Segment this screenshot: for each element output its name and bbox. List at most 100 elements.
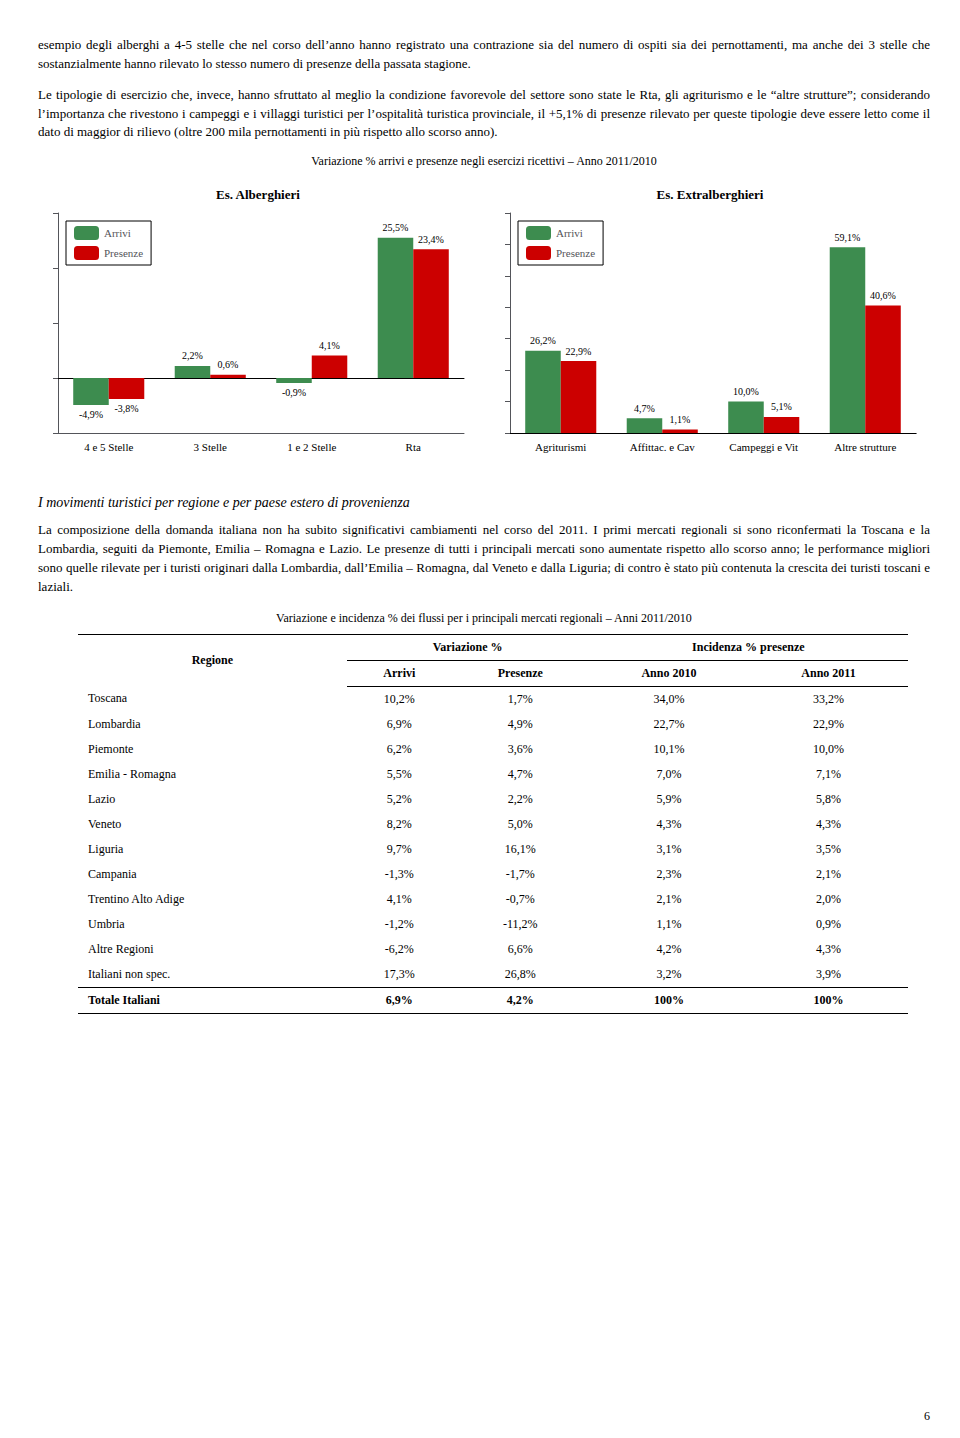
svg-text:-0,9%: -0,9% [282, 388, 306, 399]
html-text:Variazione %: Variazione % [432, 639, 503, 654]
html-text:Trentino Alto Adige: Trentino Alto Adige [88, 891, 185, 906]
html-text:Umbria: Umbria [88, 916, 125, 931]
html-text:10,0%: 10,0% [813, 741, 844, 756]
svg-text:Es. Alberghieri: Es. Alberghieri [216, 187, 300, 202]
html-text:16,1%: 16,1% [504, 841, 536, 856]
svg-text:2,2%: 2,2% [182, 351, 203, 362]
html-text:17,3%: 17,3% [383, 966, 415, 981]
html-text:10,2%: 10,2% [383, 691, 415, 706]
html-text:9,7%: 9,7% [386, 841, 412, 856]
html-text:Le tipologie di esercizio che,: Le tipologie di esercizio che, invece, h… [38, 86, 930, 140]
svg-text:25,5%: 25,5% [383, 222, 409, 233]
svg-text:10,0%: 10,0% [733, 386, 759, 397]
html-text:-1,2%: -1,2% [384, 916, 414, 931]
html-text:0,9%: 0,9% [816, 916, 841, 931]
html-text:3,1%: 3,1% [656, 841, 682, 856]
html-text:Variazione e incidenza % dei f: Variazione e incidenza % dei flussi per … [276, 610, 692, 625]
svg-text:4,1%: 4,1% [319, 340, 340, 351]
html-text:22,9%: 22,9% [813, 716, 844, 731]
html-text:Lazio: Lazio [88, 791, 116, 806]
svg-text:3 Stelle: 3 Stelle [194, 441, 227, 453]
html-text:Anno 2011: Anno 2011 [801, 665, 856, 680]
html-text:La composizione della domanda: La composizione della domanda italiana n… [38, 522, 930, 594]
html-text:Toscana: Toscana [88, 691, 128, 706]
svg-text:-3,8%: -3,8% [114, 404, 138, 415]
svg-text:1,1%: 1,1% [670, 414, 691, 425]
html-text:3,6%: 3,6% [507, 741, 533, 756]
html-text:2,1%: 2,1% [816, 866, 841, 881]
html-text:Emilia - Romagna: Emilia - Romagna [88, 766, 176, 781]
html-text:1,1%: 1,1% [656, 916, 682, 931]
html-text:Campania: Campania [88, 866, 137, 881]
html-text:Arrivi: Arrivi [383, 665, 416, 680]
svg-text:23,4%: 23,4% [418, 234, 444, 245]
svg-text:5,1%: 5,1% [771, 402, 792, 413]
html-text:4,1%: 4,1% [386, 891, 412, 906]
html-text:-1,7%: -1,7% [505, 866, 535, 881]
html-text:1,7%: 1,7% [507, 691, 533, 706]
svg-text:Presenze: Presenze [556, 247, 595, 259]
html-text:6,9%: 6,9% [386, 716, 412, 731]
html-text:22,7%: 22,7% [653, 716, 685, 731]
svg-text:22,9%: 22,9% [566, 346, 592, 357]
html-text:5,0%: 5,0% [507, 816, 533, 831]
html-text:2,3%: 2,3% [656, 866, 682, 881]
svg-text:26,2%: 26,2% [530, 335, 556, 346]
svg-text:40,6%: 40,6% [870, 290, 896, 301]
html-text:-0,7%: -0,7% [505, 891, 535, 906]
html-text:6,2%: 6,2% [386, 741, 412, 756]
html-text:4,7%: 4,7% [507, 766, 533, 781]
html-text:Incidenza % presenze: Incidenza % presenze [692, 639, 805, 654]
svg-text:Arrivi: Arrivi [556, 227, 583, 239]
html-text:4,3%: 4,3% [656, 816, 682, 831]
html-text:5,9%: 5,9% [656, 791, 682, 806]
html-text:-1,3%: -1,3% [384, 866, 414, 881]
html-text:2,0%: 2,0% [816, 891, 841, 906]
html-text:4,3%: 4,3% [816, 816, 841, 831]
svg-text:0,6%: 0,6% [218, 359, 239, 370]
html-text:7,1%: 7,1% [816, 766, 841, 781]
html-text:Veneto: Veneto [88, 816, 122, 831]
html-text:10,1%: 10,1% [653, 741, 685, 756]
svg-text:4,7%: 4,7% [634, 403, 655, 414]
svg-text:4 e 5 Stelle: 4 e 5 Stelle [84, 441, 133, 453]
html-text:Lombardia: Lombardia [88, 716, 141, 731]
svg-text:59,1%: 59,1% [835, 232, 861, 243]
html-text:5,5%: 5,5% [386, 766, 412, 781]
svg-text:Agriturismi: Agriturismi [535, 441, 586, 453]
svg-text:Arrivi: Arrivi [104, 227, 131, 239]
html-text:esempio degli alberghi a 4-5 s: esempio degli alberghi a 4-5 stelle che … [38, 37, 930, 71]
html-text:-6,2%: -6,2% [384, 941, 414, 956]
html-text:Anno 2010: Anno 2010 [641, 665, 697, 680]
html-text:Regione: Regione [191, 652, 233, 667]
html-text:Altre Regioni: Altre Regioni [88, 941, 154, 956]
html-text:4,3%: 4,3% [816, 941, 841, 956]
html-text:4,2%: 4,2% [656, 941, 682, 956]
svg-text:1 e 2 Stelle: 1 e 2 Stelle [287, 441, 336, 453]
html-text:8,2%: 8,2% [386, 816, 412, 831]
svg-text:Campeggi e Vit: Campeggi e Vit [729, 441, 798, 453]
svg-text:Rta: Rta [406, 441, 421, 453]
html-text:Italiani non spec.: Italiani non spec. [88, 966, 171, 981]
html-text:5,8%: 5,8% [816, 791, 841, 806]
html-text:3,5%: 3,5% [816, 841, 841, 856]
svg-text:Affittac. e Cav: Affittac. e Cav [630, 441, 695, 453]
html-text:5,2%: 5,2% [386, 791, 412, 806]
html-text:Piemonte: Piemonte [88, 741, 134, 756]
html-text:33,2%: 33,2% [813, 691, 844, 706]
html-text:I movimenti turistici per regi: I movimenti turistici per regione e per … [38, 495, 410, 511]
svg-text:-4,9%: -4,9% [79, 410, 103, 421]
html-text:4,9%: 4,9% [507, 716, 533, 731]
html-text:Presenze: Presenze [497, 665, 543, 680]
html-text:34,0%: 34,0% [653, 691, 685, 706]
html-text:6,6%: 6,6% [507, 941, 533, 956]
html-text:7,0%: 7,0% [656, 766, 682, 781]
html-text:2,1%: 2,1% [656, 891, 682, 906]
svg-text:Es. Extralberghieri: Es. Extralberghieri [657, 187, 764, 202]
svg-text:Presenze: Presenze [104, 247, 143, 259]
svg-text:Altre strutture: Altre strutture [834, 441, 896, 453]
html-text:Variazione % arrivi e presenze: Variazione % arrivi e presenze negli ese… [311, 154, 657, 169]
html-text:-11,2%: -11,2% [503, 916, 538, 931]
html-text:2,2%: 2,2% [507, 791, 533, 806]
html-text:Liguria: Liguria [88, 841, 124, 856]
